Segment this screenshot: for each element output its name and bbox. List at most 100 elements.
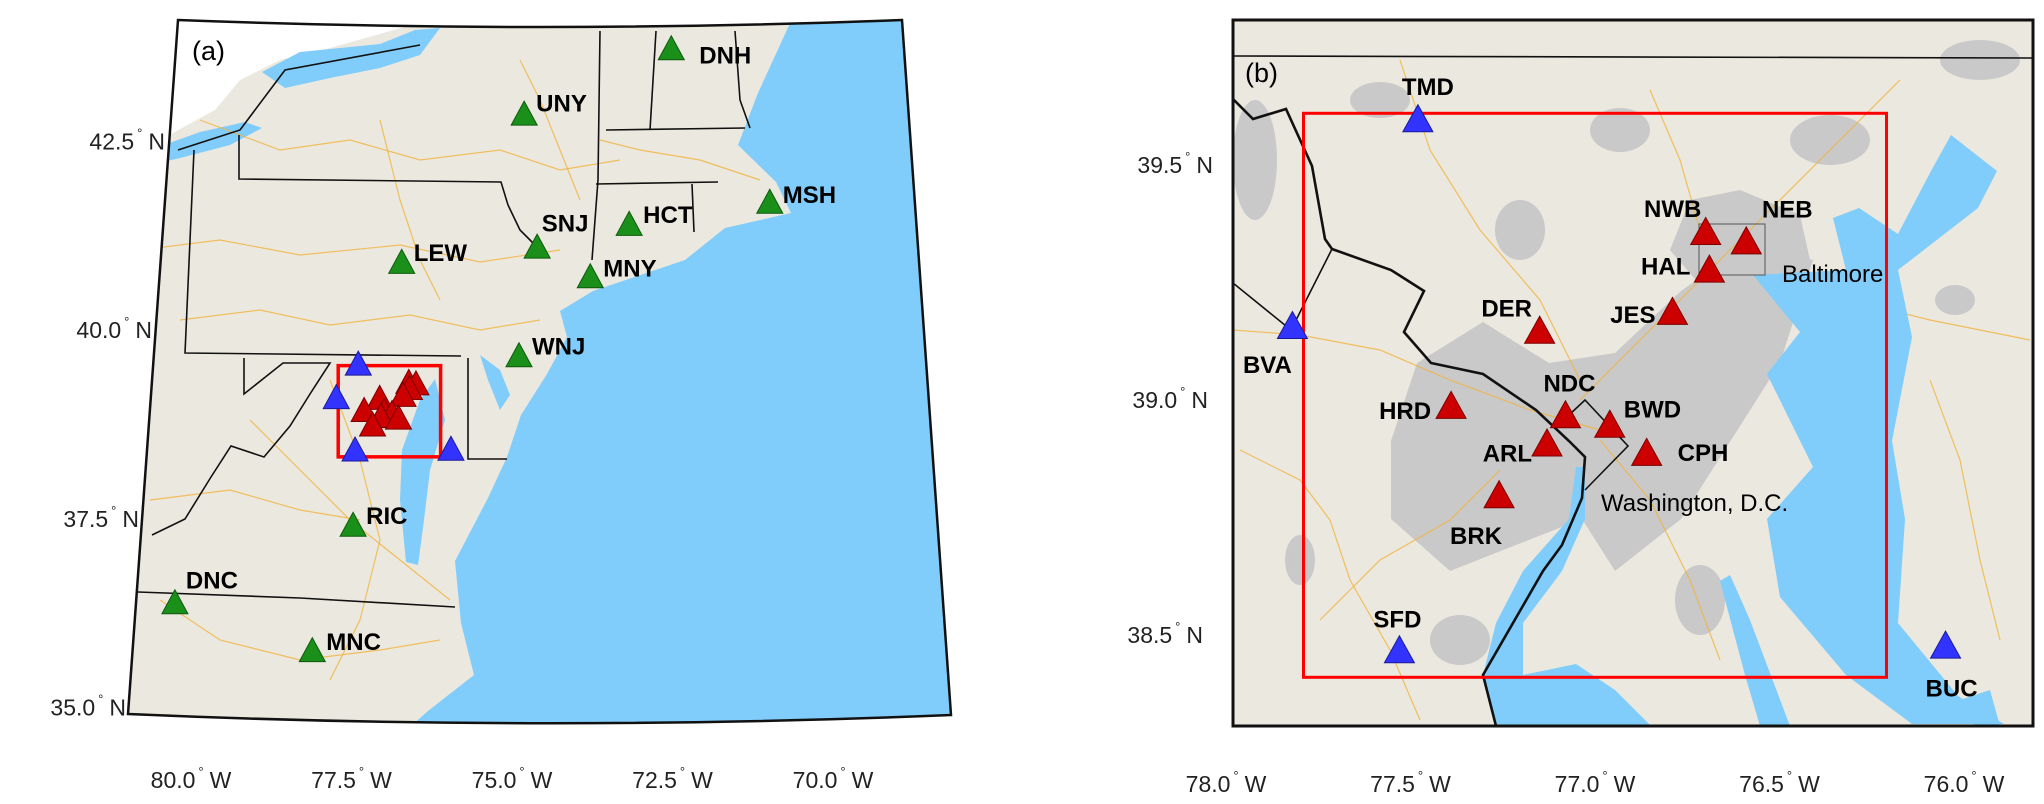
station-marker-buc [1929, 630, 1962, 659]
station-label-buc: BUC [1926, 676, 1978, 703]
station-marker-der [1523, 315, 1556, 344]
station-marker-uny [510, 100, 539, 126]
place-label-washington: Washington, D.C. [1601, 490, 1788, 517]
station-label-der: DER [1481, 296, 1532, 323]
lon-tick-label: 77.0 ° W [1555, 768, 1636, 798]
station-marker-hct [615, 210, 643, 236]
station-marker-snj [523, 233, 551, 259]
station-label-bwd: BWD [1624, 397, 1681, 424]
lon-tick-label: 77.5 ° W [1370, 768, 1451, 798]
lon-tick-label: 70.0 ° W [793, 764, 874, 794]
station-marker-ric [339, 511, 367, 537]
station-marker-nwb [1689, 216, 1722, 245]
station-label-hrd: HRD [1379, 398, 1431, 425]
station-label-dnh: DNH [699, 42, 751, 69]
station-marker-brk [1483, 479, 1515, 509]
panel-b-map: TMD BVA SFD BUC NWB NEB HAL DER JES NDC HRD BWD ARL C… [1127, 18, 2035, 798]
station-marker-dnh [657, 34, 686, 61]
station-label-jes: JES [1610, 302, 1655, 329]
station-label-tmd: TMD [1402, 74, 1454, 101]
station-marker-msh [755, 188, 784, 214]
lon-tick-label: 80.0 ° W [151, 764, 232, 794]
station-label-mny: MNY [603, 255, 656, 282]
delaware-bay [480, 355, 510, 410]
panel-a-title: (a) [192, 36, 225, 66]
station-marker-dnc [161, 588, 189, 615]
atlantic-ocean [395, 20, 951, 724]
panel-a-frame [126, 18, 953, 725]
station-label-sfd: SFD [1373, 606, 1421, 633]
station-marker-bwd [1593, 409, 1626, 438]
station-label-lew: LEW [414, 240, 468, 267]
station-label-ndc: NDC [1543, 370, 1595, 397]
station-marker-neb [1730, 225, 1763, 255]
lat-tick-label: 40.0 ° N [76, 314, 152, 344]
station-label-brk: BRK [1450, 523, 1503, 550]
station-marker-bva [1276, 310, 1309, 339]
lon-tick-label: 75.0 ° W [472, 764, 553, 794]
station-marker-hrd [1435, 390, 1467, 419]
potomac-river [1483, 467, 1651, 726]
panel-b-title: (b) [1245, 58, 1278, 88]
lat-tick-label: 42.5 ° N [89, 125, 165, 155]
station-marker-tmd [1402, 103, 1434, 133]
chesapeake-bay [400, 379, 445, 565]
canada-area [150, 20, 430, 140]
domain-box-b [1301, 111, 1889, 679]
lon-tick-label: 78.0 ° W [1186, 768, 1267, 798]
lat-tick-label: 37.5 ° N [63, 502, 139, 532]
patuxent-river [1720, 575, 1790, 726]
station-marker-cph [1630, 437, 1663, 466]
station-label-dnc: DNC [186, 567, 238, 594]
stations-b: TMD BVA SFD BUC NWB NEB HAL DER JES NDC HRD BWD ARL C… [1243, 74, 1978, 702]
station-marker-sfd [1383, 634, 1416, 664]
panel-b-frame [1231, 18, 2035, 728]
station-label-cph: CPH [1678, 440, 1729, 467]
ticks-b: 39.5 ° N 39.0 ° N 38.5 ° N 78.0 ° W 77.5 ° W 77.0 ° W 76.5… [1127, 149, 2004, 798]
station-label-wnj: WNJ [532, 333, 585, 360]
station-marker-wnj [505, 341, 533, 368]
stations-a: DNH UNY MSH HCT SNJ LEW MNY WNJ RIC DNC MNC [161, 34, 836, 663]
bay-east-water [1960, 690, 2000, 726]
station-label-arl: ARL [1483, 441, 1532, 468]
station-label-mnc: MNC [326, 629, 381, 656]
station-marker-mnc [298, 636, 327, 663]
station-label-nwb: NWB [1644, 196, 1701, 223]
station-marker-cph [384, 404, 413, 430]
station-label-neb: NEB [1762, 196, 1813, 223]
lon-tick-label: 76.0 ° W [1924, 768, 2005, 798]
station-marker-tmd [344, 350, 373, 376]
lat-tick-label: 39.0 ° N [1132, 384, 1208, 414]
station-marker-sfd [341, 435, 369, 462]
station-marker-buc [437, 435, 465, 461]
station-marker-bva [322, 383, 351, 410]
station-marker-lew [387, 248, 416, 274]
station-marker-ndc [1549, 399, 1582, 429]
station-marker-mny [576, 262, 605, 289]
ticks-a: 42.5 ° N 40.0 ° N 37.5 ° N 35.0 ° N 80.0 ° W 77.5 ° W 75.0… [50, 125, 873, 793]
station-label-uny: UNY [536, 91, 587, 118]
chesapeake-bay [1753, 135, 2004, 724]
station-label-ric: RIC [366, 503, 407, 530]
domain-box-a [336, 363, 443, 459]
lon-tick-label: 77.5 ° W [311, 764, 392, 794]
lon-tick-label: 76.5 ° W [1739, 768, 1820, 798]
station-marker-arl [1531, 427, 1563, 457]
state-borders-a [137, 30, 751, 608]
lat-tick-label: 35.0 ° N [50, 691, 126, 721]
station-marker-hal [1693, 254, 1726, 283]
station-marker-brk [358, 410, 387, 437]
station-label-msh: MSH [783, 182, 836, 209]
station-label-hal: HAL [1641, 254, 1690, 281]
station-label-snj: SNJ [542, 211, 589, 238]
lon-tick-label: 72.5 ° W [632, 764, 713, 794]
baltimore-city-outline [1698, 223, 1766, 276]
place-label-baltimore: Baltimore [1782, 261, 1883, 288]
station-label-hct: HCT [643, 202, 693, 229]
station-label-bva: BVA [1243, 352, 1292, 379]
station-marker-jes [1656, 296, 1689, 325]
station-marker-jes [389, 381, 417, 407]
lat-tick-label: 38.5 ° N [1127, 619, 1203, 649]
panel-a-map: DNH UNY MSH HCT SNJ LEW MNY WNJ RIC DNC MNC (a) 42… [50, 18, 953, 793]
